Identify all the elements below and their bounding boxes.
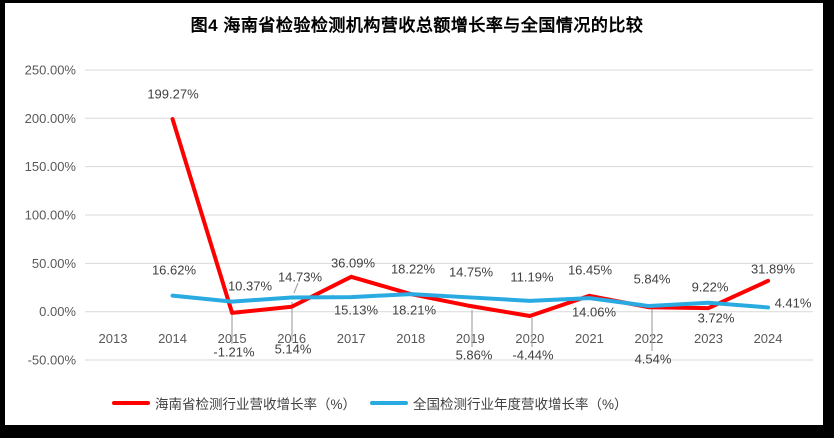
data-label: 10.37% bbox=[228, 279, 273, 294]
chart-title: 图4 海南省检验检测机构营收总额增长率与全国情况的比较 bbox=[190, 16, 644, 35]
data-label: 14.73% bbox=[278, 270, 323, 285]
legend-item-national: 全国检测行业年度营收增长率（%） bbox=[370, 393, 628, 413]
y-axis-tick-label: 150.00% bbox=[25, 159, 77, 174]
data-label: 5.14% bbox=[275, 342, 312, 357]
x-axis-tick-label: 2018 bbox=[396, 331, 425, 346]
data-label: 5.86% bbox=[456, 348, 493, 363]
y-axis-tick-label: 50.00% bbox=[32, 256, 77, 271]
label-leader-line bbox=[293, 282, 299, 294]
data-label: -4.44% bbox=[512, 348, 554, 363]
legend-line-red-icon bbox=[112, 401, 150, 405]
x-axis-tick-label: 2013 bbox=[99, 331, 128, 346]
legend-label-hainan: 海南省检测行业营收增长率（%） bbox=[155, 397, 357, 412]
data-label: 5.84% bbox=[634, 272, 671, 287]
data-label: 11.19% bbox=[510, 270, 554, 285]
legend: 海南省检测行业营收增长率（%） 全国检测行业年度营收增长率（%） bbox=[112, 393, 628, 413]
data-label: 14.06% bbox=[572, 305, 617, 320]
data-label: 4.41% bbox=[775, 296, 812, 311]
legend-line-blue-icon bbox=[370, 401, 409, 405]
series-line-national bbox=[170, 292, 771, 310]
data-label: 16.62% bbox=[152, 263, 197, 278]
x-axis-tick-label: 2014 bbox=[158, 331, 187, 346]
data-label: 3.72% bbox=[698, 311, 735, 326]
data-label: 18.21% bbox=[392, 303, 437, 318]
x-axis-tick-label: 2020 bbox=[515, 331, 544, 346]
x-axis-tick-label: 2022 bbox=[634, 331, 663, 346]
chart-background bbox=[5, 3, 823, 425]
data-label: 14.75% bbox=[449, 265, 494, 280]
y-axis-tick-label: 0.00% bbox=[39, 304, 76, 319]
x-axis-tick-label: 2019 bbox=[456, 331, 485, 346]
y-axis-tick-label: 100.00% bbox=[25, 208, 77, 223]
x-axis-tick-label: 2017 bbox=[337, 331, 366, 346]
y-axis-tick-label: 200.00% bbox=[25, 111, 77, 126]
data-label: 36.09% bbox=[331, 256, 376, 271]
data-label: 9.22% bbox=[692, 280, 729, 295]
series-line-hainan bbox=[170, 117, 771, 318]
data-label: 31.89% bbox=[751, 262, 796, 277]
x-axis-tick-label: 2024 bbox=[754, 331, 783, 346]
data-label: 15.13% bbox=[334, 303, 379, 318]
y-axis-tick-label: -50.00% bbox=[28, 353, 77, 368]
data-label: 18.22% bbox=[391, 262, 436, 277]
data-label: 4.54% bbox=[635, 352, 672, 367]
data-label: 199.27% bbox=[147, 87, 199, 102]
legend-item-hainan: 海南省检测行业营收增长率（%） bbox=[112, 393, 356, 413]
y-axis-tick-label: 250.00% bbox=[25, 62, 77, 77]
data-label: -1.21% bbox=[213, 345, 255, 360]
x-axis-tick-label: 2021 bbox=[575, 331, 604, 346]
data-label: 16.45% bbox=[568, 263, 613, 278]
legend-label-national: 全国检测行业年度营收增长率（%） bbox=[413, 397, 628, 412]
x-axis-tick-label: 2023 bbox=[694, 331, 723, 346]
